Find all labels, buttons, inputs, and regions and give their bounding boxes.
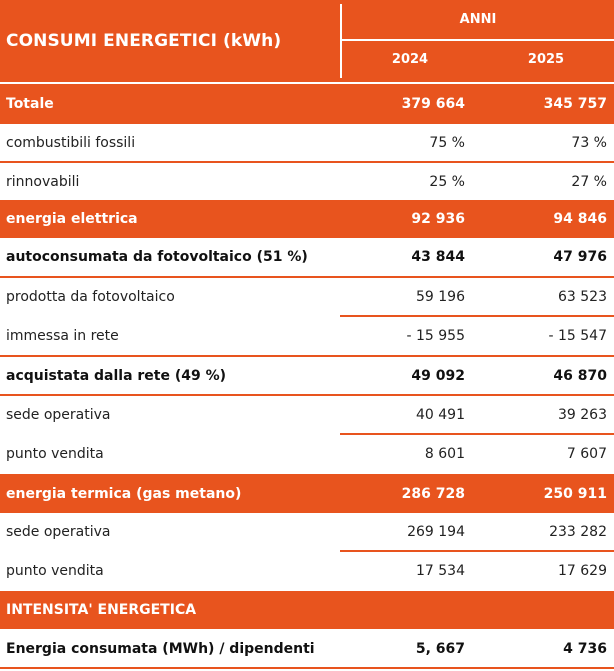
row-label: Totale	[6, 96, 54, 112]
row-label: combustibili fossili	[6, 135, 136, 151]
value-2025: 47 976	[553, 249, 607, 265]
row-immessa-in-rete: immessa in rete - 15 955 - 15 547	[0, 317, 614, 355]
row-divider	[340, 550, 614, 552]
row-label: energia termica (gas metano)	[6, 485, 242, 502]
year-2025-header: 2025	[527, 52, 565, 67]
value-2025: 63 523	[558, 289, 607, 305]
value-2024: 379 664	[401, 96, 465, 112]
header-divider	[340, 4, 342, 78]
row-label: punto vendita	[6, 563, 104, 579]
value-2025: 17 629	[558, 563, 607, 579]
row-divider	[0, 355, 614, 357]
value-2024: 75 %	[429, 135, 465, 151]
value-2024: 8 601	[424, 446, 465, 462]
value-2024: 25 %	[429, 174, 465, 190]
years-group-header: ANNI	[459, 12, 497, 27]
row-sede-operativa-elettrica: sede operativa 40 491 39 263	[0, 396, 614, 434]
value-2025: 39 263	[558, 407, 607, 423]
row-divider	[0, 161, 614, 163]
row-prodotta-fotovoltaico: prodotta da fotovoltaico 59 196 63 523	[0, 278, 614, 316]
row-label: rinnovabili	[6, 174, 80, 190]
header-year-divider	[342, 39, 614, 41]
row-divider	[0, 667, 614, 669]
row-divider	[0, 276, 614, 278]
value-2025: 46 870	[553, 368, 607, 384]
value-2024: 5, 667	[415, 641, 465, 657]
row-label: acquistata dalla rete (49 %)	[6, 368, 227, 384]
row-label: punto vendita	[6, 446, 104, 462]
row-combustibili-fossili: combustibili fossili 75 % 73 %	[0, 124, 614, 162]
value-2025: 4 736	[563, 641, 607, 657]
row-label: prodotta da fotovoltaico	[6, 289, 175, 305]
row-energia-elettrica: energia elettrica 92 936 94 846	[0, 200, 614, 238]
row-energia-termica: energia termica (gas metano) 286 728 250…	[0, 474, 614, 513]
year-2024-header: 2024	[391, 52, 429, 67]
value-2025: 73 %	[571, 135, 607, 151]
section-label: INTENSITA' ENERGETICA	[6, 602, 197, 618]
value-2025: 345 757	[543, 96, 607, 112]
value-2024: 40 491	[416, 407, 465, 423]
value-2024: 59 196	[416, 289, 465, 305]
value-2024: 49 092	[411, 368, 465, 384]
row-intensita-energetica: INTENSITA' ENERGETICA	[0, 591, 614, 629]
row-autoconsumata: autoconsumata da fotovoltaico (51 %) 43 …	[0, 238, 614, 276]
value-2025: - 15 547	[548, 328, 608, 344]
table-header: CONSUMI ENERGETICI (kWh) ANNI 2024 2025	[0, 0, 614, 82]
row-label: autoconsumata da fotovoltaico (51 %)	[6, 249, 308, 265]
table-title: CONSUMI ENERGETICI (kWh)	[6, 31, 282, 51]
value-2025: 233 282	[549, 523, 607, 540]
row-divider	[340, 433, 614, 435]
value-2024: - 15 955	[406, 328, 466, 344]
value-2024: 17 534	[416, 563, 465, 579]
row-label: sede operativa	[6, 523, 111, 540]
row-sede-operativa-termica: sede operativa 269 194 233 282	[0, 513, 614, 550]
row-label: immessa in rete	[6, 328, 119, 344]
row-label: sede operativa	[6, 407, 111, 423]
value-2025: 7 607	[566, 446, 607, 462]
row-rinnovabili: rinnovabili 25 % 27 %	[0, 163, 614, 201]
value-2024: 92 936	[411, 211, 465, 227]
value-2025: 27 %	[571, 174, 607, 190]
row-energia-consumata: Energia consumata (MWh) / dipendenti 5, …	[0, 630, 614, 668]
row-punto-vendita-elettrica: punto vendita 8 601 7 607	[0, 435, 614, 473]
row-label: energia elettrica	[6, 211, 138, 227]
value-2024: 43 844	[411, 249, 465, 265]
value-2025: 250 911	[543, 485, 607, 502]
row-acquistata-rete: acquistata dalla rete (49 %) 49 092 46 8…	[0, 357, 614, 395]
row-divider	[0, 394, 614, 396]
row-punto-vendita-termica: punto vendita 17 534 17 629	[0, 552, 614, 590]
row-label: Energia consumata (MWh) / dipendenti	[6, 641, 315, 657]
value-2025: 94 846	[553, 211, 607, 227]
row-totale: Totale 379 664 345 757	[0, 84, 614, 124]
value-2024: 286 728	[401, 485, 465, 502]
value-2024: 269 194	[407, 523, 465, 540]
row-divider	[340, 315, 614, 317]
